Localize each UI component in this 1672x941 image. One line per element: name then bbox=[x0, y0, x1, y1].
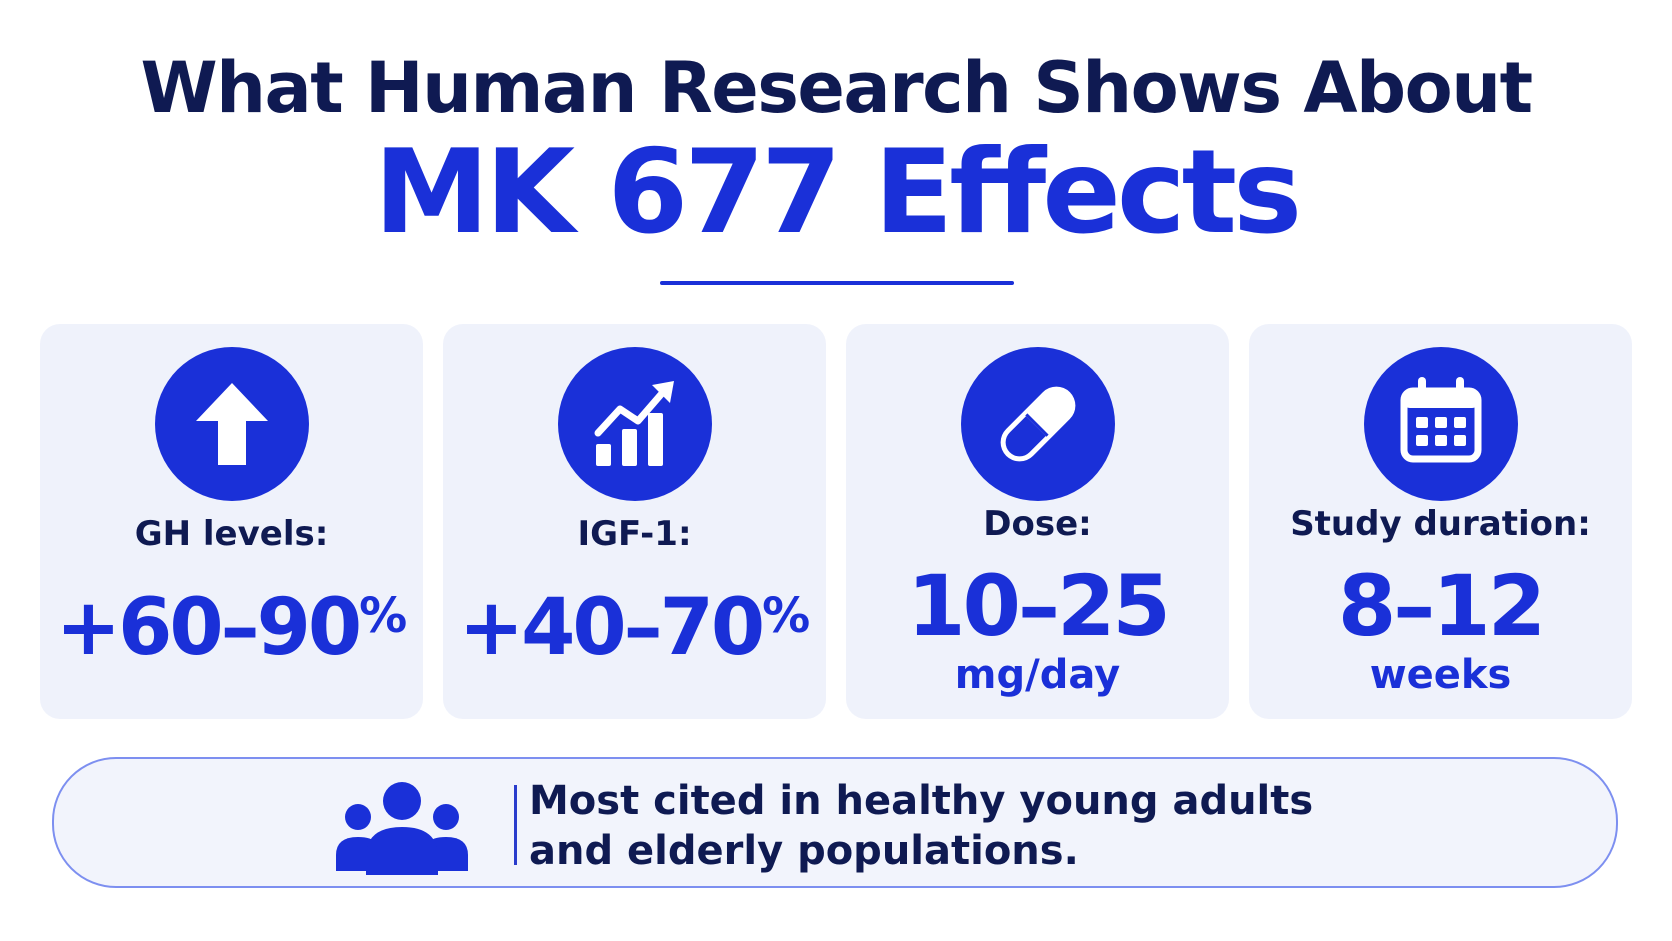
page-title-line-1: What Human Research Shows About bbox=[140, 47, 1533, 129]
title-divider bbox=[660, 281, 1014, 285]
page-title-line-2: MK 677 Effects bbox=[373, 125, 1302, 260]
stat-label: IGF-1: bbox=[577, 514, 692, 554]
stat-unit: weeks bbox=[1369, 652, 1512, 698]
stat-label: Dose: bbox=[983, 504, 1092, 544]
banner-text: Most cited in healthy young adults and e… bbox=[529, 776, 1314, 876]
stat-value: 8–12 bbox=[1337, 557, 1546, 655]
chart-trend-icon bbox=[558, 347, 712, 501]
stat-label: Study duration: bbox=[1290, 504, 1591, 544]
stat-card-gh-levels: GH levels: +60–90% bbox=[40, 324, 423, 719]
banner-divider bbox=[514, 785, 517, 865]
stat-card-dose: Dose: 10–25 mg/day bbox=[846, 324, 1229, 719]
stat-value: +60–90% bbox=[55, 583, 408, 673]
calendar-icon bbox=[1364, 347, 1518, 501]
stat-card-study-duration: Study duration: 8–12 weeks bbox=[1249, 324, 1632, 719]
banner-line-2: and elderly populations. bbox=[529, 828, 1079, 874]
stat-card-igf-1: IGF-1: +40–70% bbox=[443, 324, 826, 719]
stat-label: GH levels: bbox=[134, 514, 329, 554]
stat-value: 10–25 bbox=[907, 557, 1171, 655]
capsule-icon bbox=[961, 347, 1115, 501]
stat-unit: mg/day bbox=[954, 652, 1121, 698]
banner-line-1: Most cited in healthy young adults bbox=[529, 778, 1314, 824]
arrow-up-icon bbox=[155, 347, 309, 501]
population-banner: Most cited in healthy young adults and e… bbox=[52, 757, 1618, 888]
stat-value: +40–70% bbox=[458, 583, 811, 673]
people-group-icon bbox=[332, 779, 472, 879]
